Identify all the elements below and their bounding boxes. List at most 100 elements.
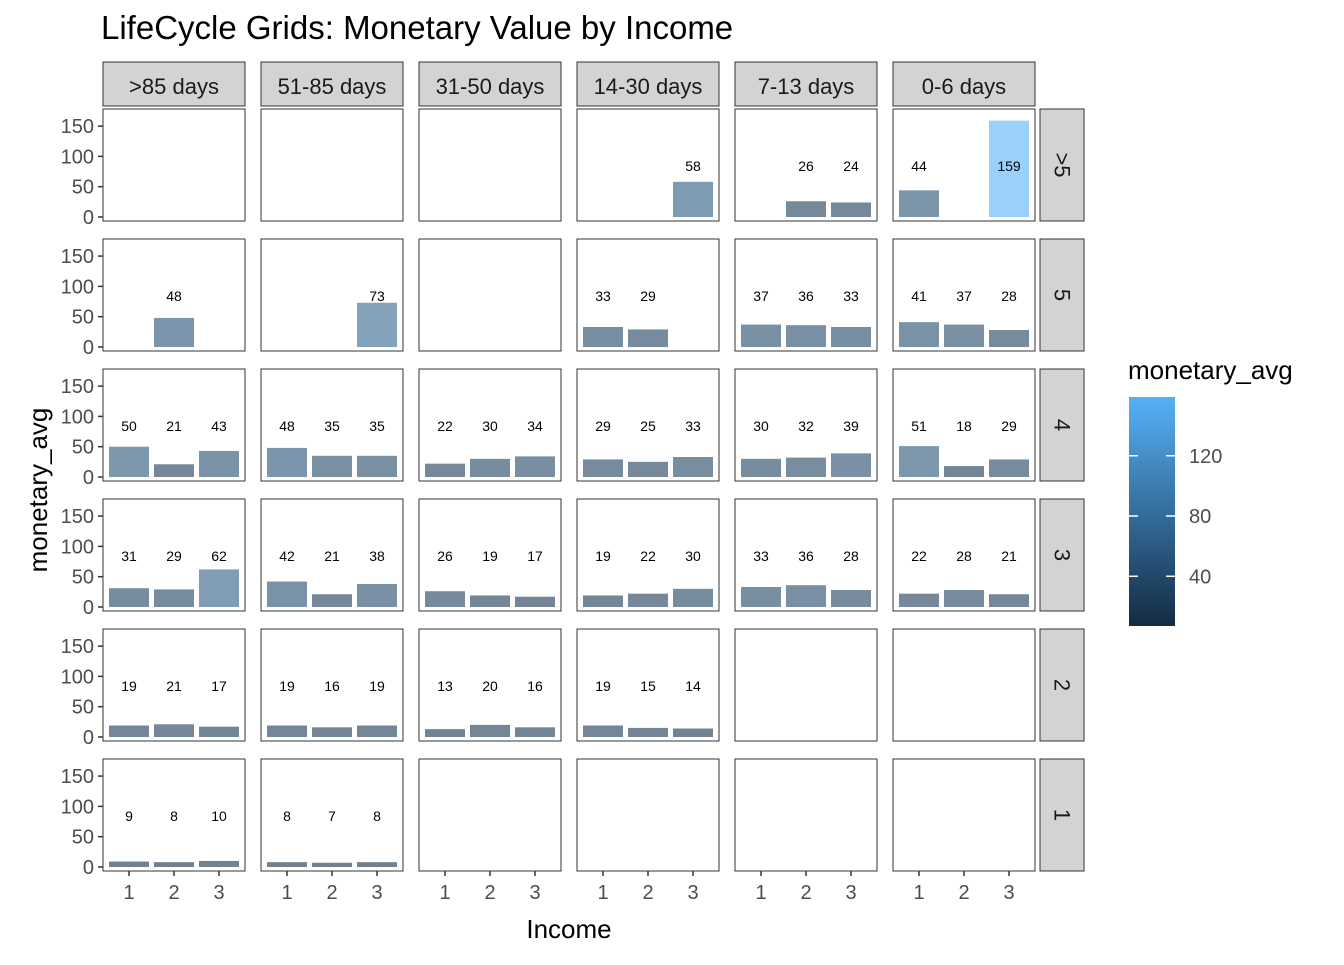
bar [583,327,623,347]
bar [154,862,194,867]
facet-panel [102,108,246,222]
bar [267,581,307,607]
facet-panel [102,758,246,872]
bar-value-label: 35 [369,418,385,434]
x-axis-title: Income [526,914,611,944]
bar-value-label: 28 [956,548,972,564]
bar [944,466,984,477]
bar-value-label: 50 [121,418,137,434]
bar [199,860,239,867]
bar-value-label: 28 [843,548,859,564]
facet-panel [418,238,562,352]
bar-value-label: 15 [640,678,656,694]
y-tick-label: 0 [83,597,94,619]
bar-value-label: 22 [437,418,453,434]
bar-value-label: 19 [595,678,611,694]
bar [786,325,826,347]
bar [831,202,871,217]
bar-value-label: 44 [911,158,927,174]
x-tick-label: 3 [213,882,224,904]
x-tick-label: 3 [687,882,698,904]
bar [583,595,623,607]
bar-value-label: 30 [482,418,498,434]
bar [357,862,397,867]
bar-value-label: 34 [527,418,543,434]
bar-value-label: 17 [211,678,227,694]
y-tick-label: 50 [72,827,94,849]
bar [583,459,623,477]
bar-value-label: 21 [1001,548,1017,564]
row-strip-label: 1 [1050,809,1075,821]
y-tick-label: 100 [61,276,94,298]
y-tick-label: 0 [83,727,94,749]
bar-value-label: 33 [843,288,859,304]
facet-panel [892,628,1036,742]
y-tick-label: 150 [61,376,94,398]
bar [312,455,352,477]
bar-value-label: 41 [911,288,927,304]
bar-value-label: 16 [527,678,543,694]
bar-value-label: 8 [170,808,178,824]
y-axis-title: monetary_avg [23,408,53,573]
bar [267,447,307,477]
bar-value-label: 38 [369,548,385,564]
facet-panel [892,758,1036,872]
bar-value-label: 20 [482,678,498,694]
facet-panel [576,758,720,872]
bar-value-label: 24 [843,158,859,174]
bar [357,302,397,347]
bar [515,596,555,607]
bar-value-label: 48 [166,288,182,304]
x-tick-label: 2 [326,882,337,904]
bar [267,725,307,737]
bar [899,446,939,477]
y-tick-label: 0 [83,857,94,879]
x-tick-label: 3 [1003,882,1014,904]
bar [109,725,149,737]
bar [989,330,1029,347]
bar-value-label: 21 [166,678,182,694]
row-strip [1039,368,1085,482]
facet-panel [418,758,562,872]
bar [470,724,510,737]
bar [425,729,465,737]
bar [312,594,352,607]
bar-value-label: 29 [595,418,611,434]
bar [312,862,352,867]
legend-tick-label: 80 [1189,506,1211,528]
row-strip [1039,238,1085,352]
bar-value-label: 36 [798,288,814,304]
bar-value-label: 51 [911,418,927,434]
row-strip [1039,498,1085,612]
bar [899,593,939,607]
facet-panel [260,108,404,222]
x-tick-label: 2 [484,882,495,904]
bar-value-label: 33 [595,288,611,304]
bar-value-label: 16 [324,678,340,694]
bar [786,585,826,607]
bar-value-label: 18 [956,418,972,434]
x-tick-label: 2 [800,882,811,904]
row-strip [1039,108,1085,222]
bar-value-label: 8 [373,808,381,824]
bar [154,464,194,477]
bar-value-label: 21 [324,548,340,564]
bar [199,569,239,607]
bar-value-label: 29 [166,548,182,564]
row-strip-label: 3 [1050,549,1075,561]
bar [109,446,149,477]
bar [357,583,397,607]
bar [267,862,307,867]
bar-value-label: 37 [753,288,769,304]
bar [673,588,713,607]
column-strip [892,61,1036,107]
bar [583,725,623,737]
bar-value-label: 17 [527,548,543,564]
bar [628,329,668,347]
x-tick-label: 3 [529,882,540,904]
y-tick-label: 150 [61,766,94,788]
column-strip-label: 7-13 days [758,74,855,99]
bar-value-label: 43 [211,418,227,434]
bar [673,181,713,217]
